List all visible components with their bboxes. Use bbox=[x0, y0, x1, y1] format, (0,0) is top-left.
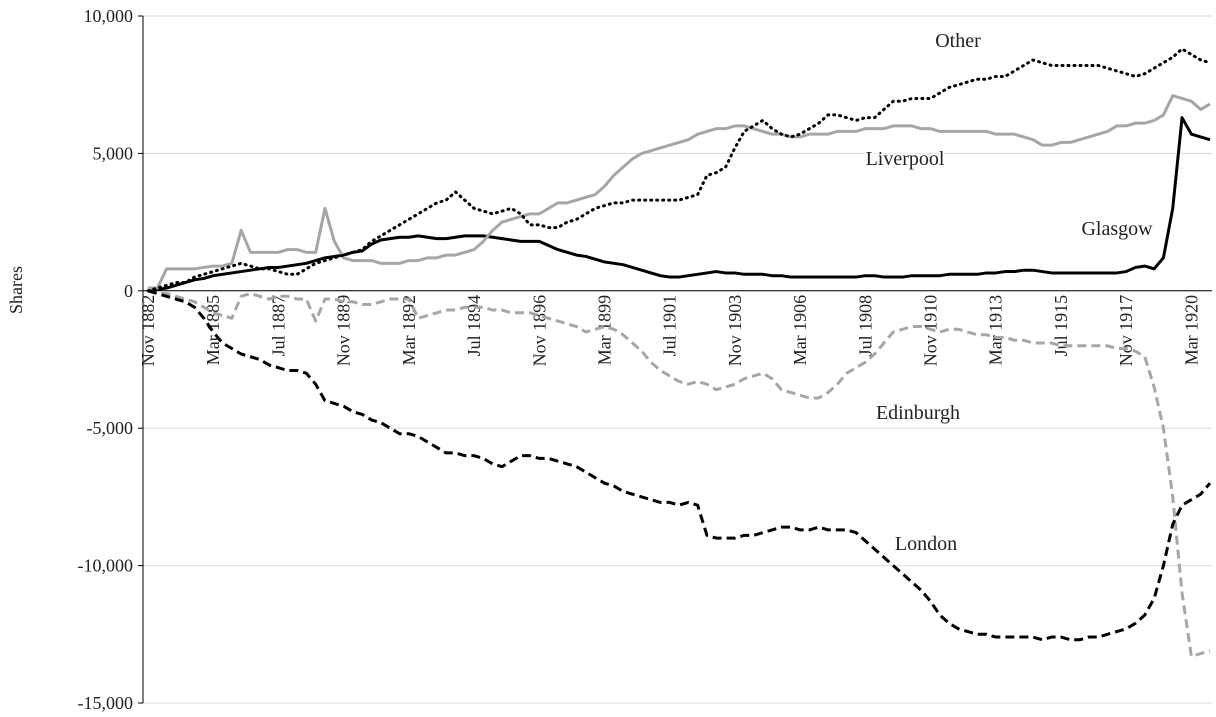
series-label: London bbox=[895, 533, 957, 555]
series-label: Edinburgh bbox=[876, 402, 960, 424]
series-line bbox=[147, 289, 1211, 658]
x-tick-label: Mar 1899 bbox=[594, 295, 614, 366]
y-tick-label: -15,000 bbox=[78, 693, 134, 713]
x-tick-label: Mar 1885 bbox=[203, 295, 223, 366]
x-tick-label: Nov 1889 bbox=[334, 295, 354, 367]
x-tick-label: Jul 1915 bbox=[1051, 295, 1071, 357]
series-line bbox=[147, 289, 1212, 642]
series-label: Glasgow bbox=[1081, 218, 1153, 240]
series-line bbox=[147, 116, 1211, 293]
x-tick-label: Mar 1906 bbox=[790, 295, 810, 366]
y-axis-label: Shares bbox=[6, 266, 26, 314]
series-line bbox=[146, 47, 1212, 293]
y-tick-label: -5,000 bbox=[87, 418, 134, 438]
x-tick-label: Jul 1887 bbox=[268, 295, 288, 357]
y-tick-label: 10,000 bbox=[84, 6, 134, 26]
y-tick-label: 0 bbox=[124, 281, 133, 301]
x-tick-label: Mar 1892 bbox=[399, 295, 419, 366]
x-tick-label: Nov 1917 bbox=[1116, 295, 1136, 367]
series-line bbox=[148, 94, 1211, 290]
x-tick-label: Jul 1894 bbox=[464, 295, 484, 357]
x-tick-label: Jul 1908 bbox=[855, 295, 875, 357]
series-label: Liverpool bbox=[866, 148, 945, 170]
series-label: Other bbox=[935, 30, 981, 52]
x-tick-label: Nov 1896 bbox=[529, 295, 549, 367]
y-tick-label: 5,000 bbox=[93, 143, 134, 163]
x-tick-label: Nov 1882 bbox=[138, 295, 158, 367]
x-tick-label: Mar 1913 bbox=[986, 295, 1006, 366]
y-tick-label: -10,000 bbox=[78, 556, 134, 576]
x-tick-label: Jul 1901 bbox=[660, 295, 680, 357]
x-tick-label: Nov 1903 bbox=[725, 295, 745, 367]
x-tick-label: Mar 1920 bbox=[1181, 295, 1201, 366]
